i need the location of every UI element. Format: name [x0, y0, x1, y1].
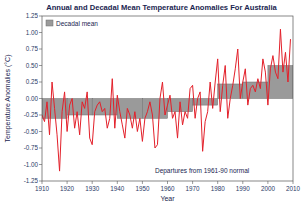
x-tick-label: 1940	[110, 185, 125, 192]
x-tick	[192, 181, 193, 184]
y-tick	[39, 32, 42, 33]
legend-label: Decadal mean	[56, 20, 98, 27]
x-tick	[42, 181, 43, 184]
x-tick-label: 2000	[261, 185, 276, 192]
x-tick	[217, 181, 218, 184]
y-tick	[39, 131, 42, 132]
annotation: Departures from 1961-90 normal	[155, 167, 250, 175]
y-tick-label: 0.75	[26, 45, 39, 52]
x-tick-label: 1990	[236, 185, 251, 192]
y-tick-label: -1.00	[24, 161, 39, 168]
x-axis-label: Year	[160, 195, 175, 202]
x-tick-label: 1980	[211, 185, 226, 192]
y-tick-label: -0.50	[24, 128, 39, 135]
y-tick	[39, 164, 42, 165]
x-tick	[242, 181, 243, 184]
plot-frame	[42, 16, 293, 181]
annual-line	[42, 29, 290, 171]
legend-swatch	[46, 20, 53, 26]
x-tick-label: 1970	[186, 185, 201, 192]
x-tick	[67, 181, 68, 184]
chart: -1.25 -1.00 -0.75 -0.50 -0.25 0.00 0.25 0.50 0.7…	[0, 0, 303, 205]
x-tick-label: 1930	[85, 185, 100, 192]
plot-area	[42, 16, 293, 181]
y-tick-label: 0.00	[26, 95, 39, 102]
y-tick	[39, 82, 42, 83]
x-tick-label: 1920	[60, 185, 75, 192]
decadal-bar	[268, 66, 293, 99]
y-tick-label: 0.25	[26, 78, 39, 85]
x-tick-label: 1960	[160, 185, 175, 192]
y-tick-label: -1.25	[24, 177, 39, 184]
x-tick	[117, 181, 118, 184]
x-tick	[167, 181, 168, 184]
x-tick	[92, 181, 93, 184]
x-tick	[267, 181, 268, 184]
y-tick	[39, 181, 42, 182]
y-tick	[39, 148, 42, 149]
x-tick	[142, 181, 143, 184]
y-tick	[39, 65, 42, 66]
y-tick	[39, 16, 42, 17]
x-tick-label: 1910	[35, 185, 50, 192]
title: Annual and Decadal Mean Temperature Anom…	[46, 3, 277, 12]
y-tick	[39, 98, 42, 99]
y-tick-label: -0.25	[24, 111, 39, 118]
y-tick	[39, 49, 42, 50]
marks	[42, 29, 293, 171]
x-tick	[293, 181, 294, 184]
y-tick-label: -0.75	[24, 144, 39, 151]
y-tick-label: 0.50	[26, 62, 39, 69]
x-tick-label: 2010	[286, 185, 301, 192]
y-tick	[39, 115, 42, 116]
x-tick-label: 1950	[135, 185, 150, 192]
y-axis-label: Temperature Anomalies (°C)	[4, 55, 12, 143]
y-tick-label: 1.25	[26, 12, 39, 19]
y-tick-label: 1.00	[26, 29, 39, 36]
